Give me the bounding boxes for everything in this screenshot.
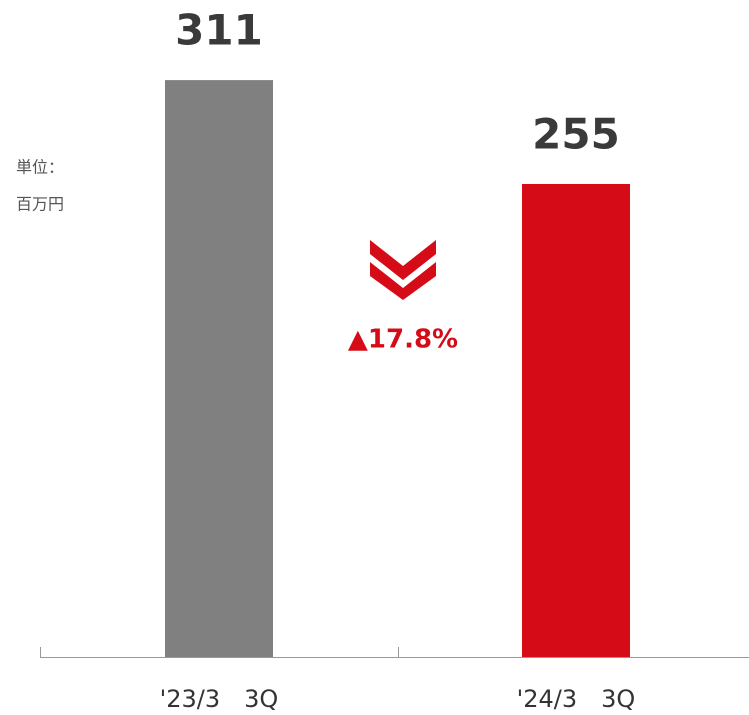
change-annotation: ▲17.8% xyxy=(348,325,458,355)
x-tick-label: '24/3 3Q xyxy=(517,685,636,713)
down-chevron xyxy=(370,240,436,300)
x-axis xyxy=(40,647,749,658)
x-tick-label: '23/3 3Q xyxy=(160,685,279,713)
bar xyxy=(522,183,630,657)
unit-label: 単位： xyxy=(16,158,64,177)
value-label: 311 xyxy=(175,6,263,55)
unit-label: 百万円 xyxy=(16,195,64,214)
value-label: 255 xyxy=(532,109,620,158)
bar xyxy=(165,80,273,658)
